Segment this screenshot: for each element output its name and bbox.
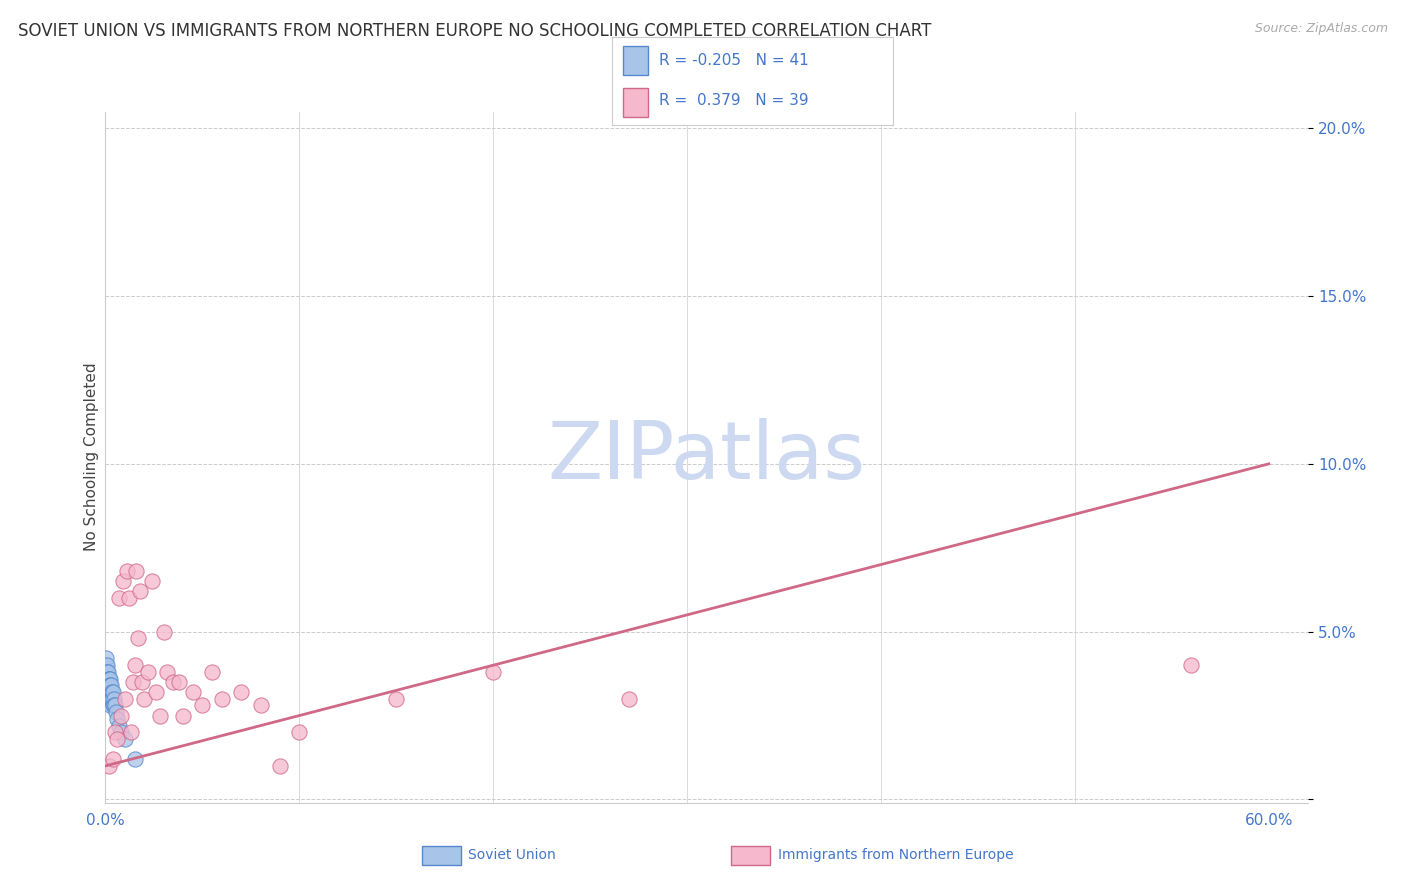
- Text: Source: ZipAtlas.com: Source: ZipAtlas.com: [1254, 22, 1388, 36]
- Point: [98, 698, 121, 713]
- Point: [104, 698, 127, 713]
- Point: [97, 672, 120, 686]
- Point: [97, 678, 120, 692]
- Point: [103, 698, 125, 713]
- Point: [1180, 658, 1202, 673]
- Point: [181, 685, 204, 699]
- Point: [167, 675, 190, 690]
- Text: R = -0.205   N = 41: R = -0.205 N = 41: [659, 53, 810, 68]
- Point: [288, 725, 311, 739]
- Point: [103, 752, 125, 766]
- Point: [94, 658, 117, 673]
- Point: [108, 591, 131, 606]
- Point: [96, 651, 118, 665]
- Point: [98, 685, 121, 699]
- Point: [105, 732, 128, 747]
- Point: [105, 705, 128, 719]
- Point: [152, 624, 174, 639]
- Point: [96, 665, 118, 679]
- Point: [114, 732, 136, 747]
- Point: [97, 665, 120, 679]
- Point: [124, 658, 146, 673]
- Point: [96, 675, 118, 690]
- Point: [110, 725, 132, 739]
- Point: [249, 698, 271, 713]
- Point: [162, 675, 184, 690]
- Text: SOVIET UNION VS IMMIGRANTS FROM NORTHERN EUROPE NO SCHOOLING COMPLETED CORRELATI: SOVIET UNION VS IMMIGRANTS FROM NORTHERN…: [18, 22, 932, 40]
- Text: Immigrants from Northern Europe: Immigrants from Northern Europe: [778, 848, 1014, 863]
- Point: [141, 574, 163, 589]
- Point: [100, 685, 122, 699]
- Point: [97, 685, 120, 699]
- Point: [120, 725, 142, 739]
- Point: [191, 698, 214, 713]
- Point: [103, 691, 125, 706]
- Point: [134, 691, 156, 706]
- Point: [101, 691, 124, 706]
- Point: [97, 672, 120, 686]
- Point: [115, 564, 138, 578]
- Point: [201, 665, 224, 679]
- Point: [98, 672, 121, 686]
- Point: [149, 708, 172, 723]
- FancyBboxPatch shape: [623, 88, 648, 117]
- Point: [96, 665, 118, 679]
- Point: [269, 759, 291, 773]
- Point: [110, 708, 132, 723]
- Point: [121, 675, 143, 690]
- Point: [111, 574, 134, 589]
- Point: [156, 665, 179, 679]
- Point: [96, 658, 118, 673]
- Point: [172, 708, 194, 723]
- Point: [98, 759, 121, 773]
- Point: [125, 564, 148, 578]
- Point: [145, 685, 167, 699]
- Point: [114, 691, 136, 706]
- Point: [100, 678, 122, 692]
- Point: [97, 678, 120, 692]
- Point: [98, 678, 121, 692]
- Point: [100, 691, 122, 706]
- Point: [97, 685, 120, 699]
- Point: [96, 672, 118, 686]
- Point: [96, 678, 118, 692]
- Point: [100, 678, 122, 692]
- Point: [105, 712, 128, 726]
- Point: [94, 665, 117, 679]
- Point: [124, 752, 146, 766]
- Point: [101, 698, 124, 713]
- Point: [98, 691, 121, 706]
- Point: [127, 632, 149, 646]
- Point: [617, 691, 640, 706]
- Point: [129, 584, 152, 599]
- Point: [103, 685, 125, 699]
- Point: [231, 685, 253, 699]
- Point: [482, 665, 505, 679]
- Text: R =  0.379   N = 39: R = 0.379 N = 39: [659, 93, 808, 108]
- Point: [211, 691, 233, 706]
- Y-axis label: No Schooling Completed: No Schooling Completed: [83, 363, 98, 551]
- Point: [100, 685, 122, 699]
- FancyBboxPatch shape: [623, 46, 648, 75]
- Text: Soviet Union: Soviet Union: [468, 848, 555, 863]
- Point: [118, 591, 141, 606]
- Point: [385, 691, 408, 706]
- Point: [97, 691, 120, 706]
- Point: [98, 691, 121, 706]
- Point: [136, 665, 159, 679]
- Point: [131, 675, 153, 690]
- Point: [98, 672, 121, 686]
- Text: ZIPatlas: ZIPatlas: [547, 418, 866, 496]
- Point: [108, 718, 131, 732]
- Point: [104, 725, 127, 739]
